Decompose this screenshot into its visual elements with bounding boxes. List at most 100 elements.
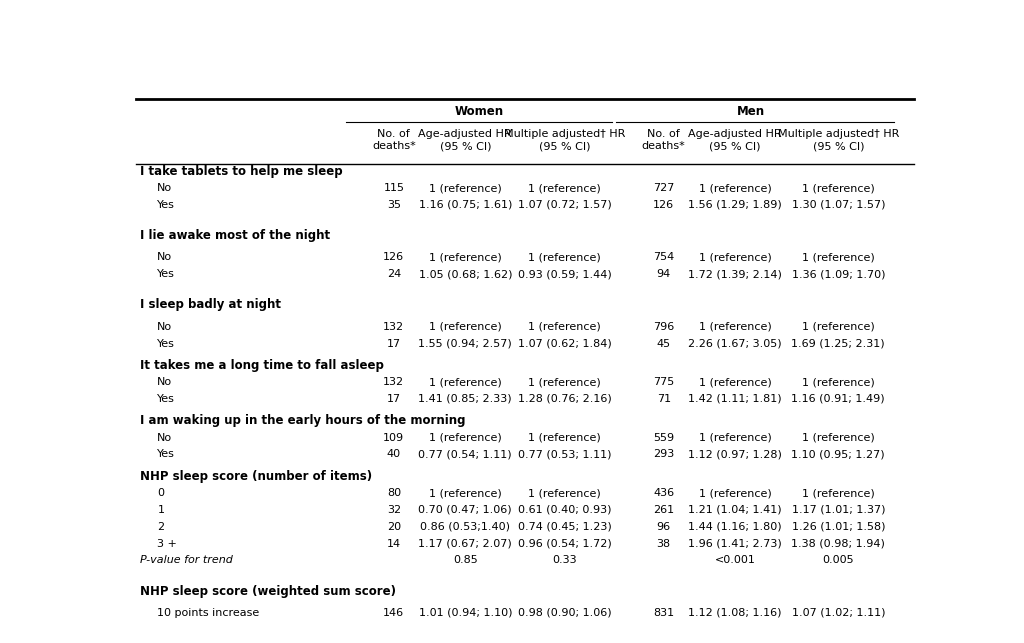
Text: 1.55 (0.94; 2.57): 1.55 (0.94; 2.57) (419, 338, 512, 349)
Text: 132: 132 (383, 322, 404, 332)
Text: 0.98 (0.90; 1.06): 0.98 (0.90; 1.06) (518, 608, 611, 618)
Text: Yes: Yes (158, 449, 175, 460)
Text: 1 (reference): 1 (reference) (528, 322, 601, 332)
Text: Women: Women (455, 105, 504, 118)
Text: 1 (reference): 1 (reference) (429, 377, 502, 387)
Text: 126: 126 (383, 253, 404, 262)
Text: 0.85: 0.85 (453, 556, 477, 565)
Text: 109: 109 (383, 433, 404, 442)
Text: 1.01 (0.94; 1.10): 1.01 (0.94; 1.10) (419, 608, 512, 618)
Text: 32: 32 (387, 505, 401, 515)
Text: 1 (reference): 1 (reference) (698, 253, 771, 262)
Text: 1 (reference): 1 (reference) (802, 433, 874, 442)
Text: 1 (reference): 1 (reference) (802, 377, 874, 387)
Text: 1 (reference): 1 (reference) (698, 377, 771, 387)
Text: 1 (reference): 1 (reference) (528, 253, 601, 262)
Text: 2.26 (1.67; 3.05): 2.26 (1.67; 3.05) (688, 338, 782, 349)
Text: No: No (158, 183, 172, 193)
Text: 1.26 (1.01; 1.58): 1.26 (1.01; 1.58) (792, 521, 885, 532)
Text: <0.001: <0.001 (715, 556, 756, 565)
Text: 0.70 (0.47; 1.06): 0.70 (0.47; 1.06) (419, 505, 512, 515)
Text: 1 (reference): 1 (reference) (429, 253, 502, 262)
Text: Age-adjusted HR
(95 % CI): Age-adjusted HR (95 % CI) (688, 129, 782, 151)
Text: Multiple adjusted† HR
(95 % CI): Multiple adjusted† HR (95 % CI) (504, 129, 626, 151)
Text: 1.41 (0.85; 2.33): 1.41 (0.85; 2.33) (419, 394, 512, 404)
Text: 1.28 (0.76; 2.16): 1.28 (0.76; 2.16) (517, 394, 611, 404)
Text: 1.07 (0.72; 1.57): 1.07 (0.72; 1.57) (517, 200, 611, 210)
Text: 796: 796 (653, 322, 675, 332)
Text: It takes me a long time to fall asleep: It takes me a long time to fall asleep (140, 359, 384, 372)
Text: 1 (reference): 1 (reference) (528, 183, 601, 193)
Text: 126: 126 (653, 200, 674, 210)
Text: 831: 831 (653, 608, 674, 618)
Text: 1 (reference): 1 (reference) (429, 488, 502, 498)
Text: 115: 115 (383, 183, 404, 193)
Text: 1 (reference): 1 (reference) (698, 322, 771, 332)
Text: 10 points increase: 10 points increase (158, 608, 260, 618)
Text: 1 (reference): 1 (reference) (429, 433, 502, 442)
Text: 1.17 (0.67; 2.07): 1.17 (0.67; 2.07) (419, 539, 512, 548)
Text: 146: 146 (383, 608, 404, 618)
Text: 1.17 (1.01; 1.37): 1.17 (1.01; 1.37) (792, 505, 885, 515)
Text: 0.93 (0.59; 1.44): 0.93 (0.59; 1.44) (517, 269, 611, 279)
Text: 1 (reference): 1 (reference) (802, 322, 874, 332)
Text: I take tablets to help me sleep: I take tablets to help me sleep (140, 165, 343, 177)
Text: 17: 17 (387, 338, 401, 349)
Text: 1 (reference): 1 (reference) (698, 183, 771, 193)
Text: Men: Men (737, 105, 765, 118)
Text: 24: 24 (387, 269, 401, 279)
Text: 1.38 (0.98; 1.94): 1.38 (0.98; 1.94) (792, 539, 885, 548)
Text: No. of
deaths*: No. of deaths* (642, 129, 685, 151)
Text: 94: 94 (656, 269, 671, 279)
Text: 1.44 (1.16; 1.80): 1.44 (1.16; 1.80) (688, 521, 782, 532)
Text: 1: 1 (158, 505, 165, 515)
Text: NHP sleep score (weighted sum score): NHP sleep score (weighted sum score) (140, 584, 396, 597)
Text: 559: 559 (653, 433, 674, 442)
Text: I lie awake most of the night: I lie awake most of the night (140, 229, 330, 242)
Text: 1.12 (0.97; 1.28): 1.12 (0.97; 1.28) (688, 449, 782, 460)
Text: 1 (reference): 1 (reference) (698, 488, 771, 498)
Text: 754: 754 (653, 253, 675, 262)
Text: 3 +: 3 + (158, 539, 177, 548)
Text: 727: 727 (653, 183, 675, 193)
Text: 0.86 (0.53;1.40): 0.86 (0.53;1.40) (420, 521, 510, 532)
Text: 1.56 (1.29; 1.89): 1.56 (1.29; 1.89) (688, 200, 782, 210)
Text: 1.10 (0.95; 1.27): 1.10 (0.95; 1.27) (792, 449, 885, 460)
Text: 261: 261 (653, 505, 674, 515)
Text: 1.42 (1.11; 1.81): 1.42 (1.11; 1.81) (688, 394, 782, 404)
Text: 0.96 (0.54; 1.72): 0.96 (0.54; 1.72) (517, 539, 611, 548)
Text: 0.33: 0.33 (552, 556, 577, 565)
Text: No: No (158, 377, 172, 387)
Text: 1 (reference): 1 (reference) (429, 183, 502, 193)
Text: 1.16 (0.75; 1.61): 1.16 (0.75; 1.61) (419, 200, 512, 210)
Text: 1.12 (1.08; 1.16): 1.12 (1.08; 1.16) (688, 608, 782, 618)
Text: 1.72 (1.39; 2.14): 1.72 (1.39; 2.14) (688, 269, 782, 279)
Text: Yes: Yes (158, 269, 175, 279)
Text: Yes: Yes (158, 338, 175, 349)
Text: 1 (reference): 1 (reference) (802, 253, 874, 262)
Text: 0: 0 (158, 488, 165, 498)
Text: Age-adjusted HR
(95 % CI): Age-adjusted HR (95 % CI) (419, 129, 512, 151)
Text: 1 (reference): 1 (reference) (429, 322, 502, 332)
Text: 1 (reference): 1 (reference) (528, 377, 601, 387)
Text: 436: 436 (653, 488, 674, 498)
Text: 1.69 (1.25; 2.31): 1.69 (1.25; 2.31) (792, 338, 885, 349)
Text: 1.36 (1.09; 1.70): 1.36 (1.09; 1.70) (792, 269, 885, 279)
Text: 293: 293 (653, 449, 675, 460)
Text: 1.30 (1.07; 1.57): 1.30 (1.07; 1.57) (792, 200, 885, 210)
Text: I am waking up in the early hours of the morning: I am waking up in the early hours of the… (140, 414, 465, 427)
Text: No: No (158, 322, 172, 332)
Text: 80: 80 (387, 488, 401, 498)
Text: I sleep badly at night: I sleep badly at night (140, 298, 281, 311)
Text: 132: 132 (383, 377, 404, 387)
Text: 40: 40 (387, 449, 401, 460)
Text: 1.21 (1.04; 1.41): 1.21 (1.04; 1.41) (688, 505, 782, 515)
Text: No. of
deaths*: No. of deaths* (372, 129, 416, 151)
Text: 1 (reference): 1 (reference) (802, 488, 874, 498)
Text: 1 (reference): 1 (reference) (528, 433, 601, 442)
Text: 20: 20 (387, 521, 401, 532)
Text: NHP sleep score (number of items): NHP sleep score (number of items) (140, 470, 372, 483)
Text: 1 (reference): 1 (reference) (528, 488, 601, 498)
Text: 0.77 (0.53; 1.11): 0.77 (0.53; 1.11) (518, 449, 611, 460)
Text: 1.07 (0.62; 1.84): 1.07 (0.62; 1.84) (517, 338, 611, 349)
